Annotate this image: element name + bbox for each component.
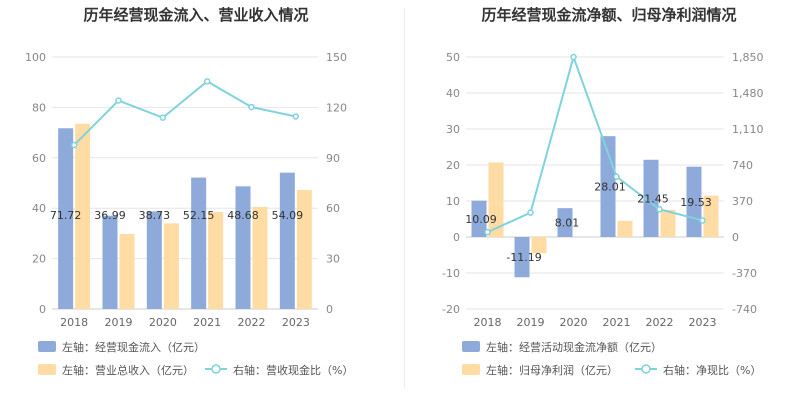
left-axis-tick: -20 [442,303,460,316]
ratio-point [657,207,662,212]
x-axis-tick: 2019 [105,316,133,329]
legend-label: 左轴：经营现金流入（亿元） [62,340,205,354]
right-axis-tick: 370 [732,195,753,208]
ratio-point [700,218,705,223]
bar-data-label: 38.73 [139,209,171,222]
bar-primary [280,173,295,309]
left-axis-tick: 40 [32,202,46,215]
bar-data-label: -11.19 [506,251,541,264]
bar-data-label: 71.72 [50,209,82,222]
ratio-point [485,230,490,235]
ratio-line [488,57,703,232]
left-axis-tick: 80 [32,101,46,114]
bar-data-label: 52.15 [183,209,215,222]
chart-title: 历年经营现金流净额、归母净利润情况 [481,6,736,24]
left-axis-tick: 50 [446,51,460,64]
legend-label: 左轴：归母净利润（亿元） [486,363,618,377]
bar-data-label: 10.09 [465,213,497,226]
x-axis-tick: 2019 [517,316,545,329]
right-axis-tick: 120 [326,101,347,114]
legend-label: 左轴：经营活动现金流净额（亿元） [486,340,662,354]
right-axis-tick: 90 [326,152,340,165]
right-axis-tick: -740 [732,303,757,316]
left-axis-tick: 20 [446,159,460,172]
panel-divider [404,8,405,388]
x-axis-tick: 2020 [560,316,588,329]
left-axis-tick: 10 [446,195,460,208]
bar-data-label: 48.68 [227,209,259,222]
legend-swatch-bar-secondary [38,364,56,375]
bar-data-label: 36.99 [94,209,126,222]
bar-primary [147,211,162,309]
legend-swatch-line-marker [642,365,650,373]
ratio-point [160,115,165,120]
right-axis-tick: 1,850 [732,51,764,64]
left-axis-tick: 60 [32,152,46,165]
right-axis-tick: 740 [732,159,753,172]
x-axis-tick: 2023 [689,316,717,329]
x-axis-tick: 2023 [282,316,310,329]
left-axis-tick: 0 [39,303,46,316]
legend-swatch-bar-secondary [462,364,480,375]
x-axis-tick: 2020 [149,316,177,329]
ratio-line [74,81,296,145]
bar-secondary [120,234,135,309]
ratio-point [116,98,121,103]
left-axis-tick: 30 [446,123,460,136]
x-axis-tick: 2018 [474,316,502,329]
bar-primary [103,216,118,309]
x-axis-tick: 2021 [193,316,221,329]
bar-data-label: 28.01 [594,181,626,194]
legend-swatch-line-marker [212,365,220,373]
bar-data-label: 19.53 [680,196,712,209]
left-axis-tick: 40 [446,87,460,100]
right-axis-tick: -370 [732,267,757,280]
bar-data-label: 21.45 [637,192,669,205]
ratio-point [205,79,210,84]
bar-secondary [661,210,676,237]
ratio-point [72,143,77,148]
bar-secondary [618,221,633,237]
legend-swatch-bar-primary [462,341,480,352]
x-axis-tick: 2018 [60,316,88,329]
left-axis-tick: -10 [442,267,460,280]
bar-primary [236,186,251,309]
x-axis-tick: 2022 [646,316,674,329]
bar-primary [191,178,206,309]
legend-swatch-bar-primary [38,341,56,352]
bar-secondary [208,212,223,309]
legend-label: 左轴：营业总收入（亿元） [62,363,194,377]
right-axis-tick: 1,110 [732,123,764,136]
ratio-point [614,174,619,179]
ratio-point [249,105,254,110]
left-axis-tick: 100 [25,51,46,64]
right-axis-tick: 150 [326,51,347,64]
bar-secondary [297,190,312,309]
ratio-point [528,210,533,215]
right-axis-tick: 0 [732,231,739,244]
left-axis-tick: 0 [453,231,460,244]
bar-data-label: 8.01 [555,217,580,230]
x-axis-tick: 2022 [238,316,266,329]
right-axis-tick: 1,480 [732,87,764,100]
legend-label: 右轴：营收现金比（%） [233,363,353,377]
bar-secondary [253,207,268,309]
right-axis-tick: 60 [326,202,340,215]
left-axis-tick: 20 [32,253,46,266]
bar-data-label: 54.09 [272,209,304,222]
ratio-point [571,55,576,60]
legend-label: 右轴：净现比（%） [663,363,761,377]
right-axis-tick: 0 [326,303,333,316]
ratio-point [293,114,298,119]
chart-title: 历年经营现金流入、营业收入情况 [83,6,308,24]
right-axis-tick: 30 [326,253,340,266]
bar-secondary [164,223,179,309]
x-axis-tick: 2021 [603,316,631,329]
